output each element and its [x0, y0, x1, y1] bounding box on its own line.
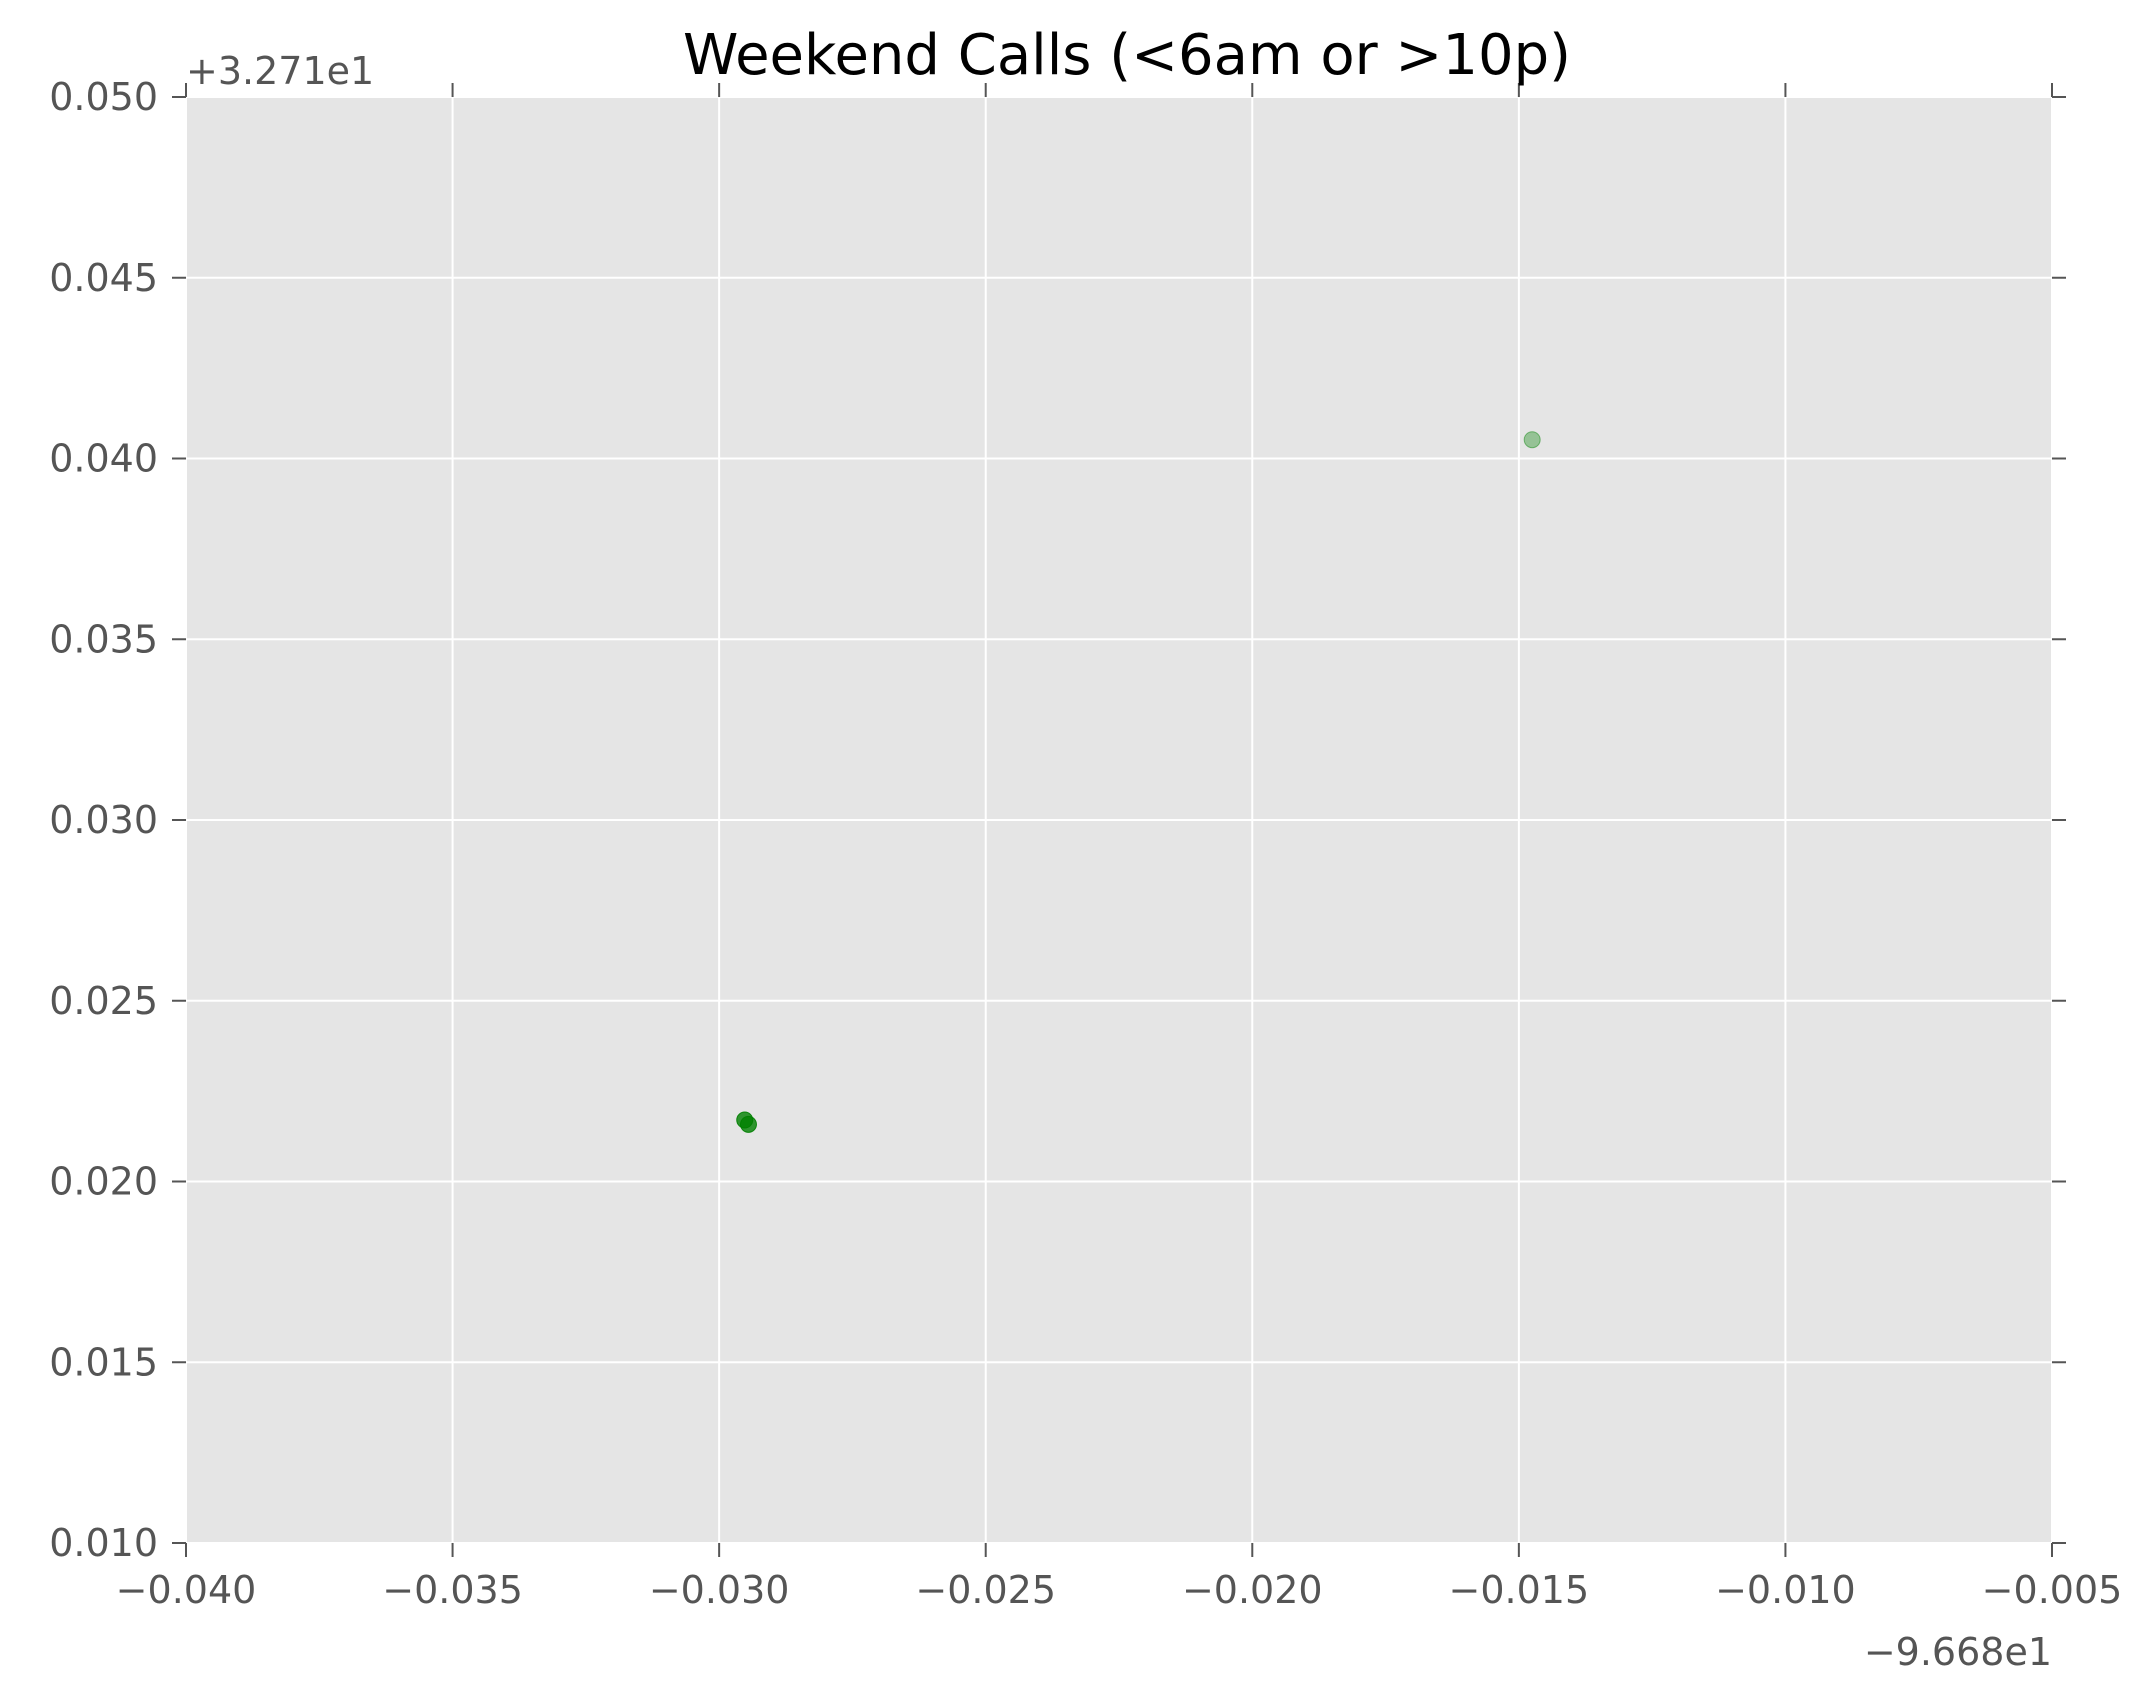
y-tick-label: 0.030 [49, 798, 158, 842]
x-tick-label: −0.015 [1449, 1568, 1590, 1612]
x-tick-label: −0.035 [382, 1568, 523, 1612]
x-tick-label: −0.020 [1182, 1568, 1323, 1612]
y-axis-offset-label: +3.271e1 [186, 49, 374, 93]
y-tick-label: 0.025 [49, 979, 158, 1023]
x-tick-label: −0.025 [915, 1568, 1056, 1612]
x-tick-label: −0.030 [649, 1568, 790, 1612]
x-tick-label: −0.010 [1715, 1568, 1856, 1612]
x-axis-offset-label: −9.668e1 [1864, 1630, 2052, 1674]
data-points [736, 431, 1541, 1133]
y-tick-label: 0.045 [49, 256, 158, 300]
tick-labels: −0.040 −0.035 −0.030 −0.025 −0.020 −0.015 −0.0… [49, 75, 2122, 1612]
y-tick-label: 0.050 [49, 75, 158, 119]
x-tick-label: −0.005 [1982, 1568, 2123, 1612]
y-tick-label: 0.040 [49, 437, 158, 481]
y-tick-label: 0.015 [49, 1340, 158, 1384]
data-point [1523, 431, 1541, 449]
axis-ticks [172, 83, 2066, 1557]
grid-lines [185, 96, 2053, 1544]
y-tick-label: 0.020 [49, 1160, 158, 1204]
chart-title: Weekend Calls (<6am or >10p) [683, 23, 1571, 88]
y-tick-label: 0.035 [49, 617, 158, 661]
x-tick-label: −0.040 [116, 1568, 257, 1612]
data-point [739, 1115, 757, 1133]
y-tick-label: 0.010 [49, 1521, 158, 1565]
